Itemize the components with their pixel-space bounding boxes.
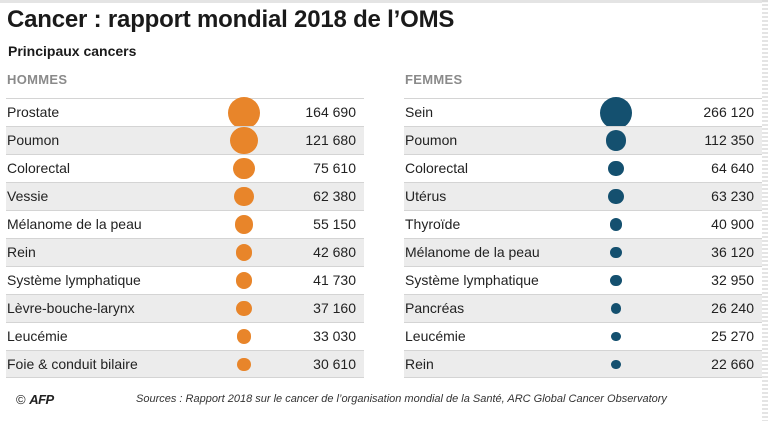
row-label: Thyroïde xyxy=(405,216,461,232)
table-row: Sein 266 120 xyxy=(404,96,762,129)
table-row: Système lymphatique 32 950 xyxy=(404,266,762,294)
table-row: Thyroïde 40 900 xyxy=(404,210,762,238)
afp-logo: AFP xyxy=(29,392,54,407)
row-label: Utérus xyxy=(405,188,447,204)
row-label: Leucémie xyxy=(7,328,68,344)
row-label: Rein xyxy=(7,244,36,260)
top-border xyxy=(0,0,768,3)
row-value: 42 680 xyxy=(313,244,356,260)
value-bubble xyxy=(233,157,255,180)
row-label: Colorectal xyxy=(405,160,469,176)
value-bubble xyxy=(611,331,621,342)
table-row: Pancréas 26 240 xyxy=(404,294,762,322)
right-border xyxy=(762,0,768,421)
table-row: Rein 42 680 xyxy=(6,238,364,266)
table-row: Utérus 63 230 xyxy=(404,182,762,210)
panel-header-women: FEMMES xyxy=(405,72,463,87)
row-label: Colorectal xyxy=(7,160,71,176)
value-bubble xyxy=(234,215,254,234)
row-value: 63 230 xyxy=(711,188,754,204)
row-value: 75 610 xyxy=(313,160,356,176)
rows-women: Sein 266 120 Poumon 112 350 Colorectal 64 640… xyxy=(404,96,762,378)
value-bubble xyxy=(610,274,622,287)
value-bubble xyxy=(234,186,254,207)
credit: © AFP xyxy=(16,392,54,407)
value-bubble xyxy=(235,272,253,289)
rows-men: Prostate 164 690 Poumon 121 680 Colorectal 75… xyxy=(6,96,364,378)
table-row: Vessie 62 380 xyxy=(6,182,364,210)
value-bubble xyxy=(600,96,632,129)
table-row: Système lymphatique 41 730 xyxy=(6,266,364,294)
table-row: Poumon 121 680 xyxy=(6,126,364,155)
sources-note: Sources : Rapport 2018 sur le cancer de … xyxy=(136,393,667,405)
row-label: Mélanome de la peau xyxy=(7,216,142,232)
value-bubble xyxy=(609,218,623,231)
row-value: 266 120 xyxy=(703,104,754,120)
value-bubble xyxy=(608,160,624,177)
row-value: 30 610 xyxy=(313,356,356,372)
row-value: 64 640 xyxy=(711,160,754,176)
row-value: 36 120 xyxy=(711,244,754,260)
row-label: Rein xyxy=(405,356,434,372)
row-label: Système lymphatique xyxy=(7,272,141,288)
table-row: Mélanome de la peau 55 150 xyxy=(6,210,364,238)
value-bubble xyxy=(608,188,624,205)
row-label: Lèvre-bouche-larynx xyxy=(7,300,135,316)
table-row: Colorectal 64 640 xyxy=(404,154,762,182)
row-label: Mélanome de la peau xyxy=(405,244,540,260)
table-row: Foie & conduit bilaire 30 610 xyxy=(6,350,364,378)
row-label: Pancréas xyxy=(405,300,465,316)
value-bubble xyxy=(610,303,622,314)
row-label: Prostate xyxy=(7,104,60,120)
value-bubble xyxy=(237,357,251,372)
row-value: 121 680 xyxy=(305,132,356,148)
value-bubble xyxy=(236,329,252,344)
row-label: Système lymphatique xyxy=(405,272,539,288)
table-row: Rein 22 660 xyxy=(404,350,762,378)
chart-title: Cancer : rapport mondial 2018 de l’OMS xyxy=(7,6,455,33)
table-row: Mélanome de la peau 36 120 xyxy=(404,238,762,266)
value-bubble xyxy=(605,130,627,151)
row-value: 41 730 xyxy=(313,272,356,288)
row-value: 37 160 xyxy=(313,300,356,316)
row-label: Poumon xyxy=(7,132,60,148)
panel-women: FEMMES Sein 266 120 Poumon 112 350 Colorecta… xyxy=(404,70,762,378)
panel-men: HOMMES Prostate 164 690 Poumon 121 680 Color… xyxy=(6,70,364,378)
row-value: 55 150 xyxy=(313,216,356,232)
row-label: Leucémie xyxy=(405,328,466,344)
row-label: Vessie xyxy=(7,188,49,204)
row-value: 32 950 xyxy=(711,272,754,288)
row-value: 33 030 xyxy=(313,328,356,344)
row-value: 62 380 xyxy=(313,188,356,204)
row-value: 25 270 xyxy=(711,328,754,344)
row-value: 22 660 xyxy=(711,356,754,372)
row-value: 164 690 xyxy=(305,104,356,120)
value-bubble xyxy=(610,246,622,259)
row-label: Sein xyxy=(405,104,434,120)
row-label: Foie & conduit bilaire xyxy=(7,356,138,372)
row-value: 26 240 xyxy=(711,300,754,316)
table-row: Lèvre-bouche-larynx 37 160 xyxy=(6,294,364,322)
row-label: Poumon xyxy=(405,132,458,148)
table-row: Colorectal 75 610 xyxy=(6,154,364,182)
table-row: Poumon 112 350 xyxy=(404,126,762,154)
value-bubble xyxy=(230,126,258,155)
value-bubble xyxy=(228,96,260,129)
chart-subtitle: Principaux cancers xyxy=(8,43,137,59)
value-bubble xyxy=(611,359,621,370)
table-row: Leucémie 25 270 xyxy=(404,322,762,350)
row-value: 112 350 xyxy=(704,132,754,148)
value-bubble xyxy=(236,300,252,317)
value-bubble xyxy=(235,244,253,261)
row-value: 40 900 xyxy=(711,216,754,232)
table-row: Leucémie 33 030 xyxy=(6,322,364,350)
panel-header-men: HOMMES xyxy=(7,72,68,87)
copyright-symbol: © xyxy=(16,392,26,407)
table-row: Prostate 164 690 xyxy=(6,96,364,129)
footer: © AFP Sources : Rapport 2018 sur le canc… xyxy=(0,384,768,421)
